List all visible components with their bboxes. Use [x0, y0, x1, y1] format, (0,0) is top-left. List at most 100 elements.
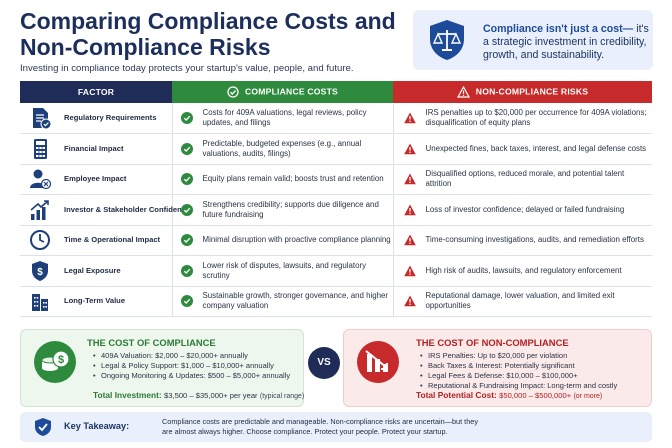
warning-icon — [403, 173, 416, 185]
compliance-text: Costs for 409A valuations, legal reviews… — [202, 108, 367, 127]
page-subtitle: Investing in compliance today protects y… — [20, 63, 354, 74]
noncompliance-cell: IRS penalties up to $20,000 per occurren… — [393, 103, 652, 134]
noncompliance-text: Disqualified options, reduced morale, an… — [425, 169, 625, 189]
declining-chart-icon — [357, 341, 399, 383]
table-row: Long-Term Value Sustainable growth, stron… — [20, 286, 652, 317]
check-circle-icon — [180, 173, 193, 186]
factor-label: Investor & Stakeholder Confidence — [64, 204, 191, 214]
vs-badge: VS — [308, 347, 340, 379]
noncompliance-cost-list: IRS Penalties: Up to $20,000 per violati… — [420, 351, 617, 391]
list-item: Legal Fees & Defense: $10,000 – $100,000… — [420, 371, 617, 381]
noncompliance-text: Loss of investor confidence; delayed or … — [425, 204, 625, 214]
total-note: (or more) — [573, 393, 603, 400]
warning-icon — [403, 234, 416, 246]
check-circle-icon — [180, 203, 193, 216]
compliance-cell: Predictable, budgeted expenses (e.g., an… — [172, 133, 394, 165]
factor-label: Time & Operational Impact — [64, 235, 161, 245]
noncompliance-cell: Disqualified options, reduced morale, an… — [393, 164, 652, 195]
noncompliance-text: IRS penalties up to $20,000 per occurren… — [425, 108, 647, 127]
compliance-text: Strengthens credibility; supports due di… — [202, 199, 379, 219]
compliance-text: Equity plans remain valid; boosts trust … — [202, 174, 384, 184]
table-row: Employee Impact Equity plans remain valid… — [20, 164, 652, 195]
clock-icon — [28, 229, 52, 251]
factor-cell: Financial Impact — [20, 133, 173, 165]
total-value: $50,000 – $500,000+ — [499, 391, 572, 400]
callout-headline: Compliance isn't just a cost— — [483, 23, 634, 35]
coins-icon: $ — [34, 341, 76, 383]
comparison-table: FACTOR COMPLIANCE COSTS NON-COMPLIANCE R… — [20, 81, 652, 317]
compliance-cell: Costs for 409A valuations, legal reviews… — [172, 103, 394, 134]
noncompliance-cell: Loss of investor confidence; delayed or … — [393, 194, 652, 226]
list-item: Legal & Policy Support: $1,000 – $10,000… — [93, 361, 290, 371]
compliance-cell: Lower risk of disputes, lawsuits, and re… — [172, 255, 394, 287]
list-item: Back Taxes & Interest: Potentially signi… — [420, 361, 617, 371]
check-circle-icon — [180, 112, 193, 124]
compliance-text: Sustainable growth, stronger governance,… — [202, 291, 389, 311]
factor-label: Employee Impact — [64, 174, 127, 184]
compliance-cell: Equity plans remain valid; boosts trust … — [172, 164, 394, 195]
noncompliance-text: Reputational damage, lower valuation, an… — [425, 291, 615, 311]
warning-icon — [456, 86, 470, 98]
check-circle-icon — [180, 295, 193, 308]
compliance-cell: Minimal disruption with proactive compli… — [172, 225, 394, 256]
total-value: $3,500 – $35,000+ per year — [164, 391, 258, 400]
compliance-text: Minimal disruption with proactive compli… — [202, 235, 391, 245]
list-item: Ongoing Monitoring & Updates: $500 – $5,… — [93, 371, 290, 381]
check-circle-icon — [180, 264, 193, 277]
svg-text:$: $ — [37, 267, 43, 278]
noncompliance-text: Time-consuming investigations, audits, a… — [425, 235, 644, 245]
factor-cell: Regulatory Requirements — [20, 103, 173, 134]
document-check-icon — [28, 107, 52, 130]
warning-icon — [403, 265, 416, 277]
compliance-cell: Sustainable growth, stronger governance,… — [172, 286, 394, 317]
cost-of-noncompliance-box: THE COST OF NON-COMPLIANCE IRS Penalties… — [343, 329, 652, 407]
factor-label: Long-Term Value — [64, 296, 126, 306]
total-label: Total Investment: — [93, 390, 162, 400]
warning-icon — [403, 204, 416, 216]
factor-label: Regulatory Requirements — [64, 113, 157, 122]
total-note: (typical range) — [259, 393, 305, 400]
compliance-text: Lower risk of disputes, lawsuits, and re… — [202, 260, 367, 280]
compliance-cost-list: 409A Valuation: $2,000 – $20,000+ annual… — [93, 351, 290, 381]
table-row: $ Legal Exposure Lower risk of disputes, l… — [20, 255, 652, 287]
list-item: 409A Valuation: $2,000 – $20,000+ annual… — [93, 351, 290, 361]
callout-box: Compliance isn't just a cost— it's a str… — [413, 10, 653, 70]
noncompliance-text: Unexpected fines, back taxes, interest, … — [425, 143, 647, 153]
table-header-row: FACTOR COMPLIANCE COSTS NON-COMPLIANCE R… — [20, 81, 652, 103]
shield-check-icon — [35, 418, 51, 436]
factor-cell: Long-Term Value — [20, 286, 173, 317]
noncompliance-cell: Reputational damage, lower valuation, an… — [393, 286, 652, 317]
warning-icon — [403, 295, 416, 307]
calculator-icon — [28, 138, 52, 160]
noncompliance-cell: Unexpected fines, back taxes, interest, … — [393, 133, 652, 165]
takeaway-text: Compliance costs are predictable and man… — [162, 417, 478, 436]
shield-scales-icon — [430, 20, 464, 60]
shield-dollar-icon: $ — [28, 260, 52, 282]
check-circle-icon — [227, 86, 239, 98]
noncompliance-text: High risk of audits, lawsuits, and regul… — [425, 265, 622, 275]
noncompliance-cell: High risk of audits, lawsuits, and regul… — [393, 255, 652, 287]
factor-label: Financial Impact — [64, 143, 124, 153]
svg-text:$: $ — [58, 354, 64, 366]
table-row: Investor & Stakeholder Confidence Strengt… — [20, 194, 652, 226]
check-circle-icon — [180, 234, 193, 247]
compliance-box-title: THE COST OF COMPLIANCE — [87, 337, 216, 348]
table-row: Regulatory Requirements Costs for 409A va… — [20, 103, 652, 134]
noncompliance-box-title: THE COST OF NON-COMPLIANCE — [416, 337, 569, 348]
factor-cell: $ Legal Exposure — [20, 255, 173, 287]
warning-icon — [403, 112, 416, 124]
factor-cell: Time & Operational Impact — [20, 225, 173, 256]
compliance-total: Total Investment: $3,500 – $35,000+ per … — [93, 390, 304, 400]
compliance-text: Predictable, budgeted expenses (e.g., an… — [202, 138, 362, 158]
page-title: Comparing Compliance Costs and Non-Compl… — [20, 8, 396, 60]
column-header-factor: FACTOR — [20, 81, 172, 103]
factor-cell: Employee Impact — [20, 164, 173, 195]
factor-label: Legal Exposure — [64, 265, 121, 275]
warning-icon — [403, 143, 416, 155]
cost-of-compliance-box: $ THE COST OF COMPLIANCE 409A Valuation:… — [20, 329, 304, 407]
column-header-noncompliance: NON-COMPLIANCE RISKS — [393, 81, 652, 103]
check-circle-icon — [180, 142, 193, 155]
buildings-icon — [28, 290, 52, 312]
list-item: IRS Penalties: Up to $20,000 per violati… — [420, 351, 617, 361]
factor-cell: Investor & Stakeholder Confidence — [20, 194, 190, 226]
